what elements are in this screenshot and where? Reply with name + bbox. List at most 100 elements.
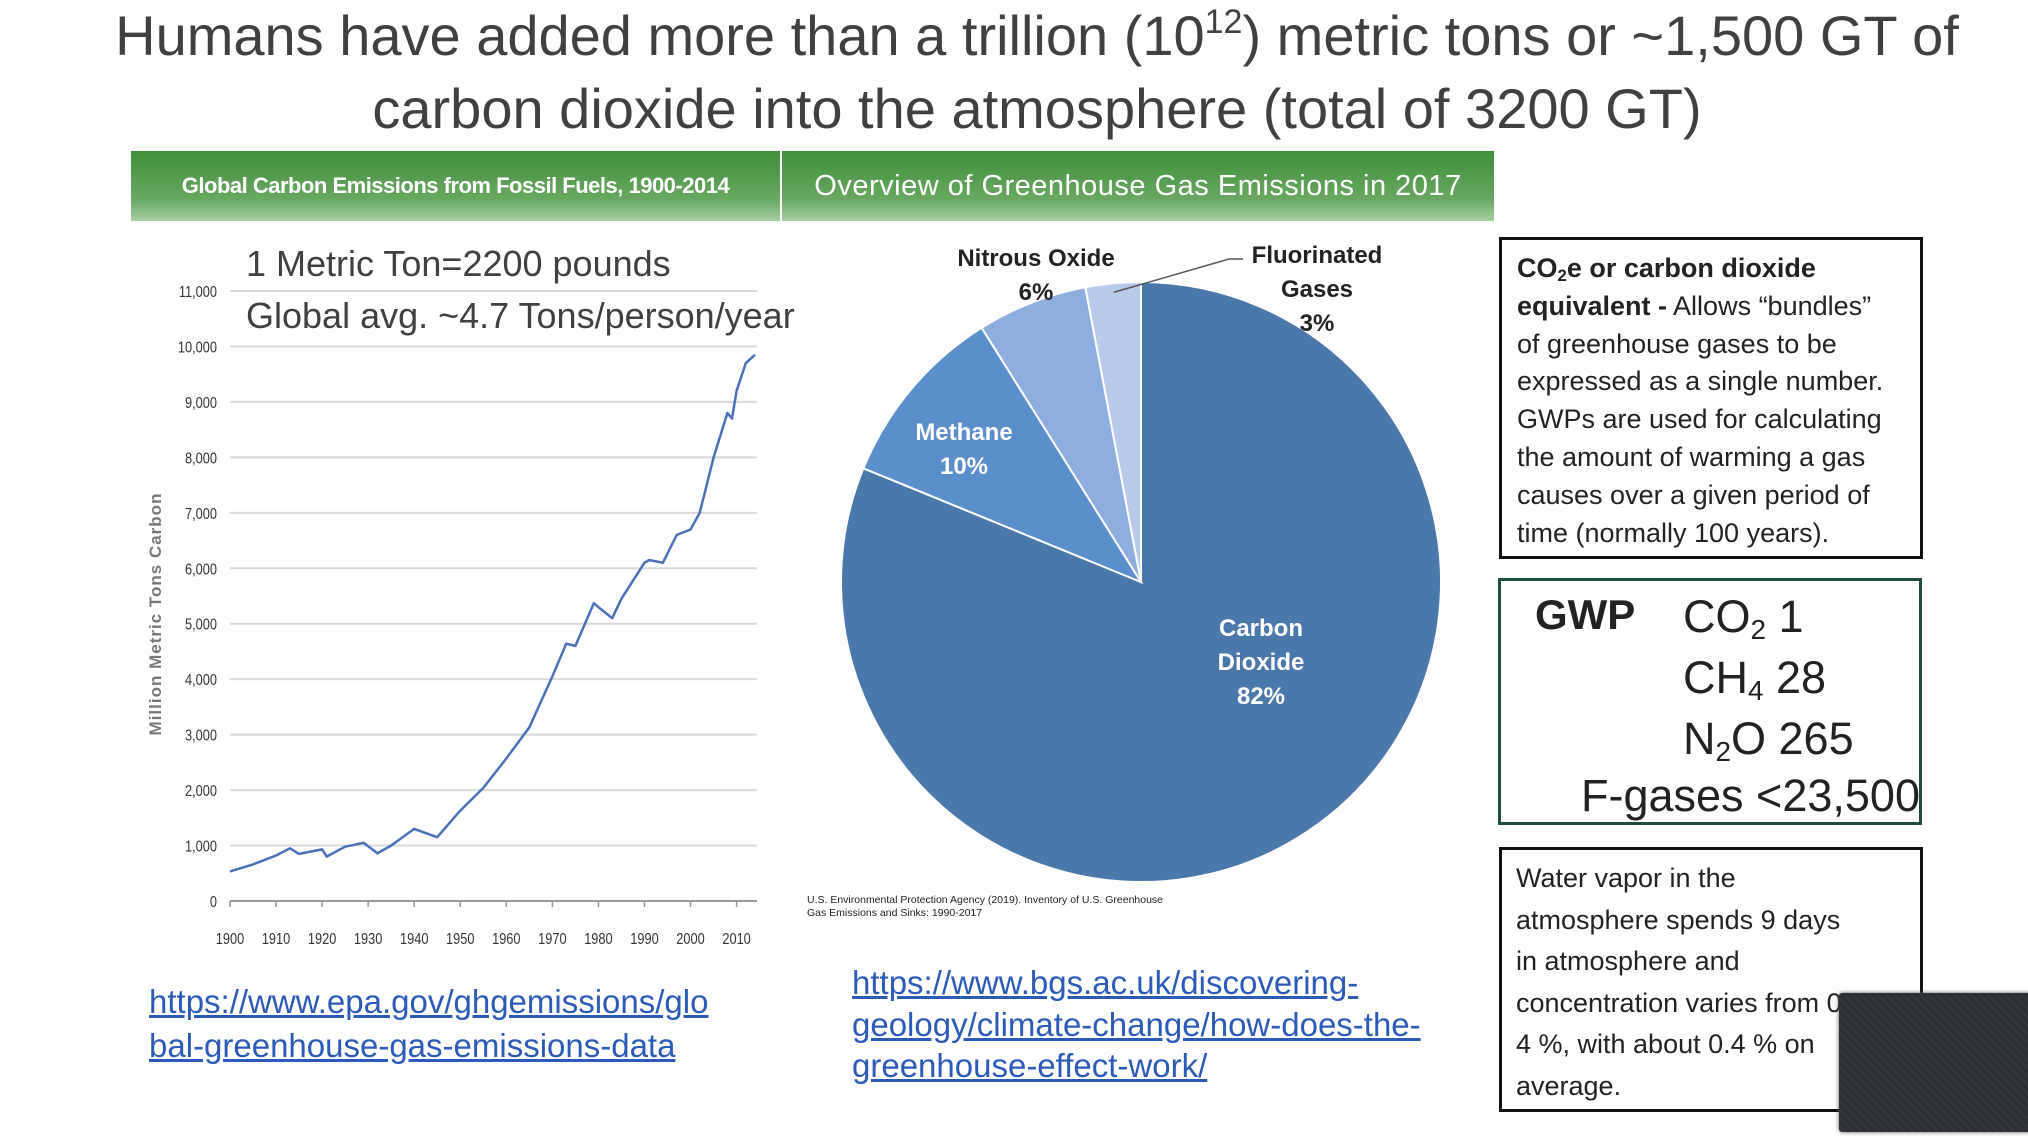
x-tick-label: 1950 bbox=[446, 931, 474, 949]
y-tick-label: 0 bbox=[210, 894, 217, 912]
gwp-text: 28 bbox=[1763, 652, 1827, 703]
pie-slice bbox=[1084, 280, 1142, 583]
y-axis-label: Million Metric Tons Carbon bbox=[146, 493, 165, 736]
gwp-row: CH4 28 bbox=[1683, 650, 1826, 706]
source-note: U.S. Environmental Protection Agency (20… bbox=[807, 894, 1164, 919]
gwp-sub: 4 bbox=[1748, 674, 1764, 706]
title-text: Humans have added more than a trillion (… bbox=[115, 4, 1205, 67]
pie-label-value: 82% bbox=[1236, 683, 1286, 710]
definition-line: CO2e or carbon dioxide bbox=[1517, 250, 1920, 288]
gwp-row: N2O 265 bbox=[1683, 711, 1854, 767]
x-tick-label: 2010 bbox=[722, 931, 750, 949]
chart-title: Overview of Greenhouse Gas Emissions in … bbox=[782, 151, 1494, 221]
title-sup: 12 bbox=[1204, 3, 1243, 41]
info-box: Water vapor in the atmosphere spends 9 da… bbox=[1499, 847, 1923, 1112]
slide-title: Humans have added more than a trillion (… bbox=[0, 0, 2028, 150]
pie-label-value: 6% bbox=[1018, 279, 1054, 306]
definition-line: GWPs are used for calculating bbox=[1517, 404, 1882, 435]
term: CO bbox=[1517, 253, 1558, 283]
title-text: ) metric tons or ~1,500 GT of bbox=[1242, 4, 1959, 67]
gwp-row: CO2 1 bbox=[1683, 589, 1804, 645]
link-line[interactable]: bal-greenhouse-gas-emissions-data bbox=[149, 1027, 676, 1064]
info-line: average. bbox=[1516, 1070, 1622, 1101]
gwp-text: O 265 bbox=[1731, 713, 1854, 764]
y-tick-label: 11,000 bbox=[179, 284, 217, 302]
pie-label: Carbon Dioxide 82% bbox=[1191, 612, 1331, 714]
definition-line: the amount of warming a gas bbox=[1517, 441, 1866, 472]
definition-text: Allows “bundles” bbox=[1667, 290, 1872, 321]
link[interactable]: https://www.epa.gov/ghgemissions/glo bal… bbox=[149, 980, 708, 1068]
pie-label: Nitrous Oxide 6% bbox=[906, 242, 1166, 310]
link[interactable]: https://www.bgs.ac.uk/discovering- geolo… bbox=[852, 962, 1421, 1087]
pie-label: Fluorinated Gases 3% bbox=[1242, 239, 1392, 341]
video-overlay bbox=[1839, 993, 2028, 1132]
gwp-text: CH bbox=[1683, 652, 1748, 703]
y-tick-label: 5,000 bbox=[185, 616, 217, 634]
definition-line: equivalent - Allows “bundles” bbox=[1517, 288, 1920, 326]
pie-label-name: Nitrous Oxide bbox=[957, 245, 1115, 272]
pie-label-name: Methane bbox=[915, 419, 1013, 446]
link-line[interactable]: greenhouse-effect-work/ bbox=[852, 1047, 1208, 1084]
link-line[interactable]: https://www.bgs.ac.uk/discovering- bbox=[852, 964, 1359, 1001]
gwp-text: CO bbox=[1683, 591, 1751, 642]
x-tick-label: 1990 bbox=[630, 931, 658, 949]
y-tick-label: 8,000 bbox=[185, 450, 217, 468]
x-tick-label: 1930 bbox=[354, 931, 382, 949]
y-tick-label: 1,000 bbox=[185, 838, 217, 856]
info-line: 4 %, with about 0.4 % on bbox=[1516, 1029, 1815, 1059]
gwp-text: N bbox=[1683, 713, 1716, 764]
definition-line: time (normally 100 years). bbox=[1517, 517, 1830, 548]
title-line: carbon dioxide into the atmosphere (tota… bbox=[372, 77, 1702, 140]
chart-title: Global Carbon Emissions from Fossil Fuel… bbox=[131, 151, 780, 221]
x-tick-label: 2000 bbox=[676, 931, 704, 949]
annotation: 1 Metric Ton=2200 pounds bbox=[246, 243, 671, 284]
pie-label-value: 3% bbox=[1299, 310, 1335, 337]
y-tick-label: 3,000 bbox=[185, 727, 217, 745]
pie-slice bbox=[862, 326, 1144, 585]
pie-label-name: Fluorinated Gases bbox=[1251, 242, 1383, 303]
link-line[interactable]: geology/climate-change/how-does-the- bbox=[852, 1005, 1421, 1043]
definition-line: of greenhouse gases to be bbox=[1517, 328, 1837, 359]
y-tick-label: 7,000 bbox=[185, 506, 217, 524]
x-tick-label: 1910 bbox=[262, 931, 290, 949]
annotation: Global avg. ~4.7 Tons/person/year bbox=[246, 295, 795, 336]
definition-line: expressed as a single number. bbox=[1517, 366, 1884, 397]
term: equivalent - bbox=[1517, 290, 1668, 321]
y-tick-label: 4,000 bbox=[185, 672, 217, 690]
definition-line: causes over a given period of bbox=[1517, 479, 1870, 510]
x-tick-label: 1900 bbox=[216, 931, 244, 949]
gwp-heading: GWP bbox=[1535, 591, 1636, 638]
x-tick-label: 1970 bbox=[538, 931, 566, 949]
x-tick-label: 1960 bbox=[492, 931, 520, 949]
info-line: concentration varies from 0 to bbox=[1516, 987, 1872, 1018]
gwp-box: GWP CO2 1 CH4 28 N2O 265 F-gases <23,500 bbox=[1498, 578, 1922, 825]
y-tick-label: 9,000 bbox=[185, 395, 217, 413]
definition-box: CO2e or carbon dioxide equivalent - Allo… bbox=[1499, 237, 1923, 559]
x-tick-label: 1940 bbox=[400, 931, 428, 949]
leader-line bbox=[1113, 258, 1243, 293]
y-tick-label: 10,000 bbox=[178, 339, 217, 357]
y-tick-label: 2,000 bbox=[185, 783, 217, 801]
data-line bbox=[229, 353, 756, 873]
term-sub: 2 bbox=[1557, 266, 1567, 286]
term: e or carbon dioxide bbox=[1566, 253, 1816, 283]
title-line: Humans have added more than a trillion (… bbox=[0, 4, 2028, 68]
info-line: Water vapor in the bbox=[1516, 863, 1736, 893]
pie-label-value: 10% bbox=[939, 453, 989, 480]
gwp-row: F-gases <23,500 bbox=[1581, 770, 1920, 821]
gwp-sub: 2 bbox=[1715, 735, 1732, 767]
info-line: in atmosphere and bbox=[1516, 946, 1740, 976]
info-line: atmosphere spends 9 days bbox=[1516, 904, 1841, 935]
gwp-sub: 2 bbox=[1750, 613, 1767, 645]
y-tick-label: 6,000 bbox=[185, 561, 217, 579]
definition-lines: of greenhouse gases to be expressed as a … bbox=[1517, 326, 1920, 553]
pie-label-name: Carbon Dioxide bbox=[1217, 615, 1305, 676]
pie-label: Methane 10% bbox=[884, 416, 1044, 484]
x-tick-label: 1920 bbox=[308, 931, 336, 949]
link-line[interactable]: https://www.epa.gov/ghgemissions/glo bbox=[149, 983, 709, 1020]
x-tick-label: 1980 bbox=[584, 931, 612, 949]
gwp-text: 1 bbox=[1766, 591, 1804, 642]
info-lines: Water vapor in the atmosphere spends 9 da… bbox=[1516, 858, 1920, 1107]
